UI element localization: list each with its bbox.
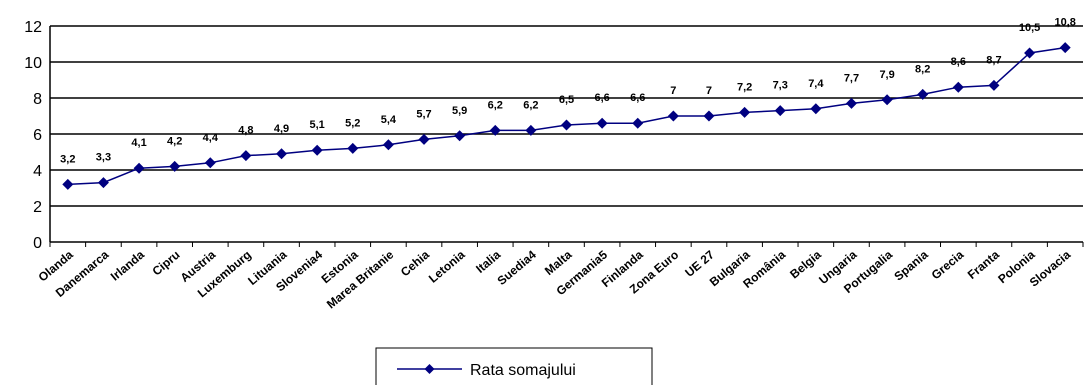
data-label-9: 5,2 <box>345 117 360 129</box>
y-tick-labels: 0 2 4 6 8 10 12 <box>24 19 42 252</box>
x-tick-label-29: Slovacia <box>1027 247 1074 289</box>
data-point-1 <box>62 178 74 190</box>
data-label-18: 7 <box>670 85 676 97</box>
data-point-9 <box>347 142 359 154</box>
data-label-5: 4,4 <box>203 132 219 144</box>
y-tick-label-8: 8 <box>33 91 42 108</box>
axes <box>49 26 1084 247</box>
data-label-2: 3,3 <box>96 152 111 164</box>
x-tick-label-26: Grecia <box>929 247 967 282</box>
data-point-19 <box>703 110 715 122</box>
data-point-24 <box>881 94 893 106</box>
data-point-5 <box>204 157 216 169</box>
data-label-17: 6,6 <box>630 92 645 104</box>
data-label-13: 6,2 <box>488 99 503 111</box>
x-tick-label-13: Italia <box>473 247 503 276</box>
data-label-3: 4,1 <box>131 137 146 149</box>
data-label-8: 5,1 <box>310 119 325 131</box>
x-tick-label-3: Irlanda <box>108 247 147 283</box>
data-point-29 <box>1059 42 1071 54</box>
y-tick-label-6: 6 <box>33 127 42 144</box>
data-label-7: 4,9 <box>274 123 289 135</box>
data-point-2 <box>97 177 109 189</box>
data-label-21: 7,3 <box>773 80 788 92</box>
data-point-22 <box>810 103 822 115</box>
data-point-16 <box>596 117 608 129</box>
x-tick-label-12: Letonia <box>426 247 468 285</box>
y-tick-label-4: 4 <box>33 163 42 180</box>
data-point-14 <box>525 124 537 136</box>
data-point-13 <box>489 124 501 136</box>
legend-label: Rata somajului <box>470 362 576 379</box>
data-label-23: 7,7 <box>844 72 859 84</box>
data-label-1: 3,2 <box>60 153 75 165</box>
data-label-28: 10,5 <box>1019 22 1040 34</box>
series-rata-somajului <box>62 42 1071 190</box>
data-label-25: 8,2 <box>915 63 930 75</box>
data-point-23 <box>845 97 857 109</box>
y-tick-label-12: 12 <box>24 19 42 36</box>
data-point-25 <box>917 88 929 100</box>
data-point-8 <box>311 144 323 156</box>
gridlines <box>50 25 1083 207</box>
y-tick-label-0: 0 <box>33 235 42 252</box>
data-point-7 <box>276 148 288 160</box>
data-point-26 <box>952 81 964 93</box>
data-point-10 <box>382 139 394 151</box>
data-label-4: 4,2 <box>167 135 182 147</box>
data-label-26: 8,6 <box>951 56 966 68</box>
data-label-6: 4,8 <box>238 125 253 137</box>
legend: Rata somajului <box>375 347 653 385</box>
y-tick-label-2: 2 <box>33 199 42 216</box>
data-point-27 <box>988 79 1000 91</box>
legend-box <box>375 347 653 385</box>
data-label-11: 5,7 <box>416 108 431 120</box>
y-tick-label-10: 10 <box>24 55 42 72</box>
legend-marker-swatch <box>424 364 435 374</box>
data-label-14: 6,2 <box>523 99 538 111</box>
data-point-28 <box>1024 47 1036 59</box>
data-label-24: 7,9 <box>879 69 894 81</box>
data-point-12 <box>454 130 466 142</box>
data-label-10: 5,4 <box>381 114 397 126</box>
data-label-22: 7,4 <box>808 78 824 90</box>
x-tick-label-14: Suedia4 <box>495 247 540 288</box>
data-point-20 <box>739 106 751 118</box>
data-point-4 <box>169 160 181 172</box>
data-label-16: 6,6 <box>594 92 609 104</box>
data-point-6 <box>240 150 252 162</box>
data-label-27: 8,7 <box>986 54 1001 66</box>
data-point-17 <box>632 117 644 129</box>
data-label-15: 6,5 <box>559 94 574 106</box>
data-point-18 <box>667 110 679 122</box>
data-label-19: 7 <box>706 85 712 97</box>
data-label-29: 10,8 <box>1054 17 1075 29</box>
data-label-20: 7,2 <box>737 81 752 93</box>
data-point-21 <box>774 105 786 117</box>
data-label-12: 5,9 <box>452 105 467 117</box>
data-point-11 <box>418 133 430 145</box>
data-point-3 <box>133 162 145 174</box>
data-point-15 <box>561 119 572 131</box>
x-tick-label-25: Spania <box>891 247 930 283</box>
data-labels: 3,2 3,3 4,1 4,2 4,4 4,8 4,9 5,1 5,2 5,4 5,7 5,9 6,2 6… <box>60 17 1076 166</box>
